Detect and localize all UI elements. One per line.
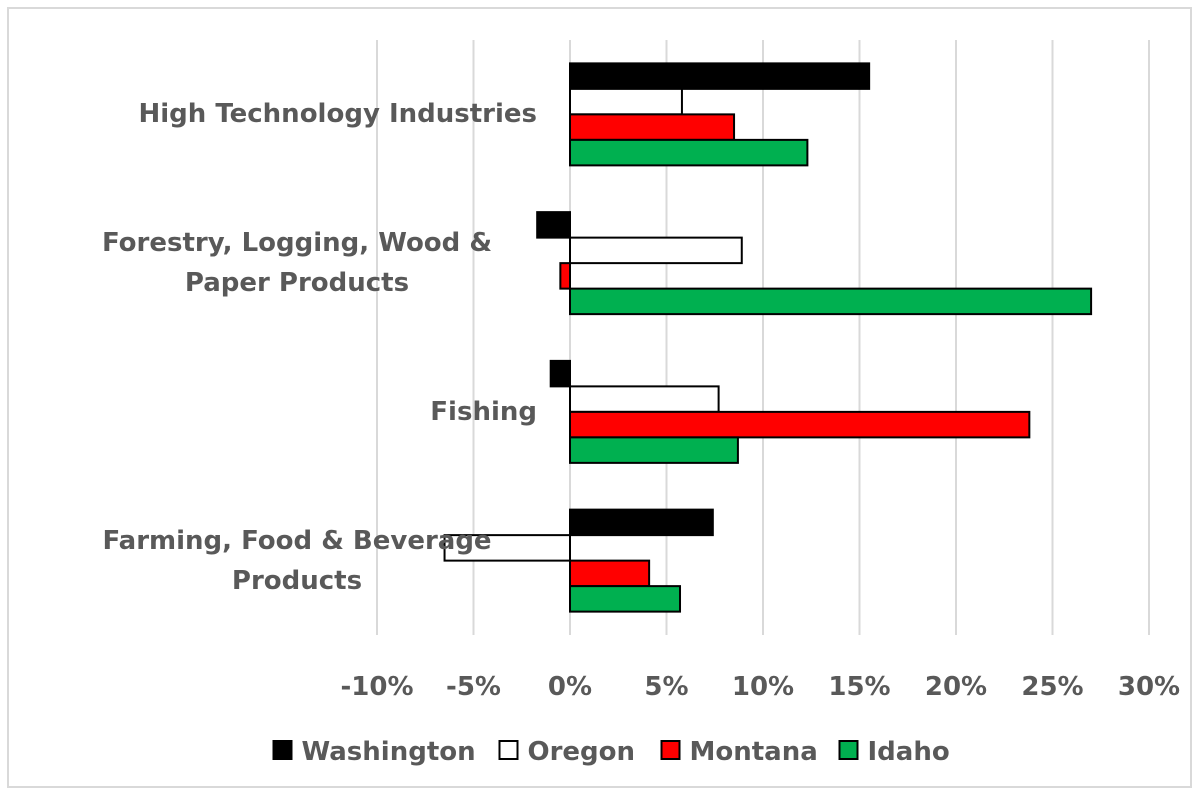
bar: [569, 236, 743, 265]
bar: [569, 62, 871, 90]
x-tick-label: 30%: [1118, 672, 1180, 702]
legend-label: Montana: [690, 737, 818, 767]
x-tick-label: -5%: [446, 672, 501, 702]
x-tick-label: 25%: [1021, 672, 1083, 702]
legend-swatch: [498, 740, 519, 760]
legend-swatch: [272, 740, 293, 760]
legend-label: Oregon: [528, 737, 636, 767]
bar: [569, 385, 720, 413]
x-tick-label: 15%: [828, 672, 890, 702]
category-label: Farming, Food & Beverage Products: [102, 525, 492, 596]
x-tick-label: -10%: [340, 672, 413, 702]
legend-label: Washington: [302, 737, 476, 767]
bar: [569, 410, 1031, 439]
bar: [569, 585, 682, 613]
x-tick-label: 20%: [925, 672, 987, 702]
legend-swatch: [660, 740, 681, 760]
bar: [443, 534, 571, 562]
category-label: High Technology Industries: [138, 99, 538, 130]
bar: [559, 262, 571, 290]
bar: [569, 287, 1093, 316]
chart-frame: [7, 7, 1192, 788]
bar: [569, 138, 809, 167]
legend-swatch: [838, 740, 859, 760]
category-label: Fishing: [430, 396, 537, 427]
bar: [569, 436, 739, 464]
bar: [569, 508, 714, 537]
category-label: Forestry, Logging, Wood & Paper Products: [101, 228, 493, 299]
bar: [536, 211, 572, 239]
x-tick-label: 5%: [644, 672, 688, 702]
bar: [549, 359, 572, 388]
bar: [569, 87, 683, 116]
x-tick-label: 10%: [732, 672, 794, 702]
bar: [569, 559, 651, 588]
x-tick-label: 0%: [548, 672, 592, 702]
bar: [569, 113, 736, 141]
legend-label: Idaho: [868, 737, 950, 767]
